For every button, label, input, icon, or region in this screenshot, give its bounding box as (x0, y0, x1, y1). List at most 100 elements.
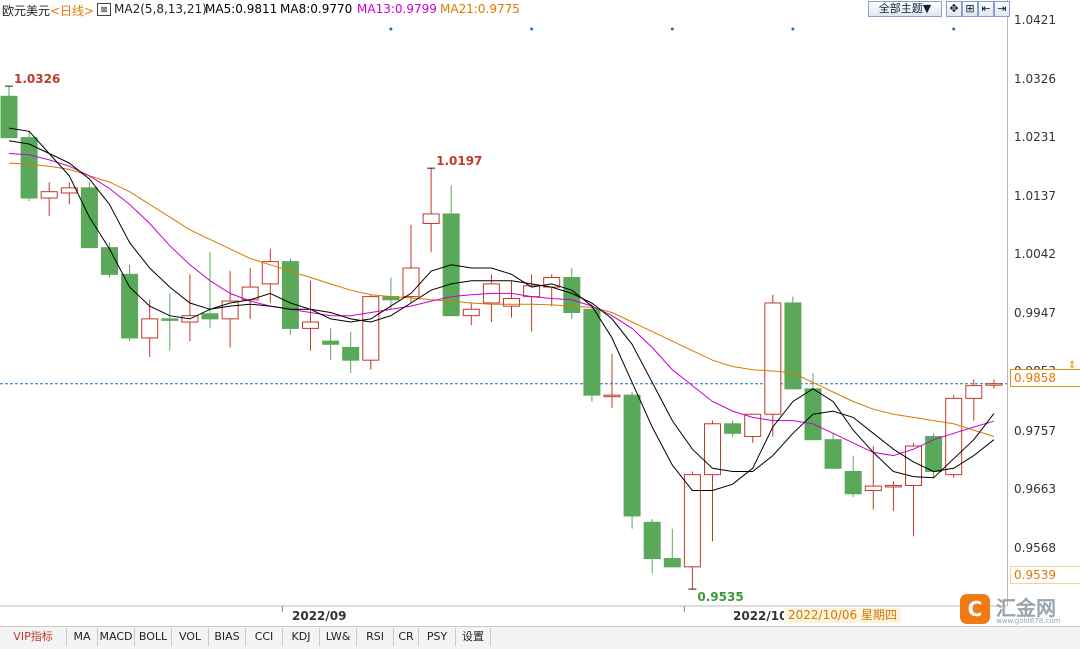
tab-macd[interactable]: MACD (98, 628, 135, 646)
candle-down (643, 521, 661, 560)
candle-down (824, 439, 842, 469)
candle-up (422, 213, 440, 224)
event-marker-dot (530, 27, 534, 31)
tab-vol[interactable]: VOL (172, 628, 209, 646)
tab-lw[interactable]: LW& (320, 628, 357, 646)
low-annotation: 0.9535 (697, 590, 743, 604)
price-axis-line (1007, 0, 1008, 606)
candle-down (844, 470, 862, 495)
ma5-line (8, 127, 995, 491)
candle-up (744, 413, 762, 437)
event-marker-dot (389, 27, 393, 31)
candle-up (302, 321, 319, 329)
jump-end-icon[interactable]: ⇥ (994, 1, 1010, 17)
candle-up (261, 261, 279, 285)
brand-logo: C 汇金网 www.gold678.com (960, 592, 1075, 626)
candle-up (884, 484, 902, 488)
price-tick: 1.0421 (1014, 13, 1056, 27)
candle-up (402, 267, 420, 298)
candle-up (221, 300, 239, 320)
ma8-value: MA8:0.9770 (280, 2, 353, 16)
ma5-value: MA5:0.9811 (205, 2, 278, 16)
event-marker-dot (791, 27, 795, 31)
tab-settings[interactable]: 设置 (456, 628, 491, 646)
low-price-box: 0.9539 (1010, 566, 1080, 584)
candle-down (563, 277, 581, 313)
candle-up (60, 187, 78, 194)
price-marker-icon: ⇕ (1068, 360, 1077, 371)
candle-down (342, 346, 360, 361)
candle-down (281, 261, 299, 329)
period-selector[interactable]: <日线> (50, 4, 95, 18)
high-annotation: 1.0197 (436, 154, 482, 168)
theme-dropdown[interactable]: 全部主题▼ (868, 1, 942, 17)
price-tick: 1.0042 (1014, 247, 1056, 261)
ma21-value: MA21:0.9775 (440, 2, 520, 16)
tab-bias[interactable]: BIAS (209, 628, 246, 646)
candle-up (462, 308, 480, 317)
logo-icon: C (960, 594, 990, 624)
ma-indicator-label: MA2(5,8,13,21) (114, 2, 207, 16)
candle-down (20, 137, 38, 199)
candle-down (724, 423, 742, 434)
indicator-settings-icon[interactable]: ⊠ (97, 3, 111, 16)
tab-ma[interactable]: MA (67, 628, 98, 646)
ma8-line (8, 140, 995, 473)
candle-down (784, 302, 802, 390)
hover-date: 2022/10/06 星期四 (784, 608, 901, 623)
price-tick: 0.9757 (1014, 424, 1056, 438)
candle-down (121, 273, 139, 339)
candle-down (623, 394, 641, 517)
instrument-name: 欧元美元 (2, 4, 51, 18)
price-tick: 1.0326 (1014, 72, 1056, 86)
event-marker-dot (670, 27, 674, 31)
candle-up (40, 191, 58, 199)
event-marker-dot (952, 27, 956, 31)
indicator-tabs: VIP指标 MA MACD BOLL VOL BIAS CCI KDJ LW& … (0, 626, 1080, 649)
candle-up (905, 445, 922, 486)
candle-up (985, 383, 1003, 386)
candle-down (583, 308, 601, 396)
tab-vip[interactable]: VIP指标 (0, 628, 67, 646)
tab-kdj[interactable]: KDJ (283, 628, 320, 646)
tab-psy[interactable]: PSY (419, 628, 456, 646)
candle-down (322, 340, 340, 345)
logo-text: 汇金网 (996, 596, 1056, 620)
date-label-oct: 2022/10 (733, 609, 788, 623)
candle-down (101, 247, 118, 275)
candle-down (663, 558, 681, 568)
date-label-sep: 2022/09 (292, 609, 347, 623)
candle-up (704, 423, 721, 476)
logo-url: www.gold678.com (996, 617, 1061, 625)
candle-up (965, 385, 983, 399)
fullscreen-icon[interactable]: ✥ (946, 1, 962, 17)
candle-up (141, 318, 159, 339)
tab-cr[interactable]: CR (394, 628, 419, 646)
candle-down (925, 435, 943, 472)
candle-up (945, 397, 963, 476)
ma21-line (8, 162, 995, 437)
price-tick: 1.0231 (1014, 130, 1056, 144)
candle-up (362, 296, 380, 361)
tab-cci[interactable]: CCI (246, 628, 283, 646)
ma13-line (8, 153, 995, 457)
tab-boll[interactable]: BOLL (135, 628, 172, 646)
price-tick: 1.0137 (1014, 189, 1056, 203)
candle-down (0, 95, 18, 139)
candle-down (201, 313, 219, 320)
jump-start-icon[interactable]: ⇤ (978, 1, 994, 17)
candle-up (764, 302, 782, 415)
candle-up (683, 474, 701, 568)
candle-up (503, 298, 520, 307)
high-annotation: 1.0326 (14, 72, 60, 86)
price-tick: 0.9568 (1014, 541, 1056, 555)
candle-up (603, 394, 621, 398)
zoom-in-icon[interactable]: ⊞ (962, 1, 978, 17)
tab-rsi[interactable]: RSI (357, 628, 394, 646)
current-price-box: 0.9858 (1010, 369, 1080, 387)
price-tick: 0.9663 (1014, 482, 1056, 496)
candle-down (161, 318, 179, 321)
candle-up (864, 485, 882, 492)
price-tick: 0.9947 (1014, 306, 1056, 320)
